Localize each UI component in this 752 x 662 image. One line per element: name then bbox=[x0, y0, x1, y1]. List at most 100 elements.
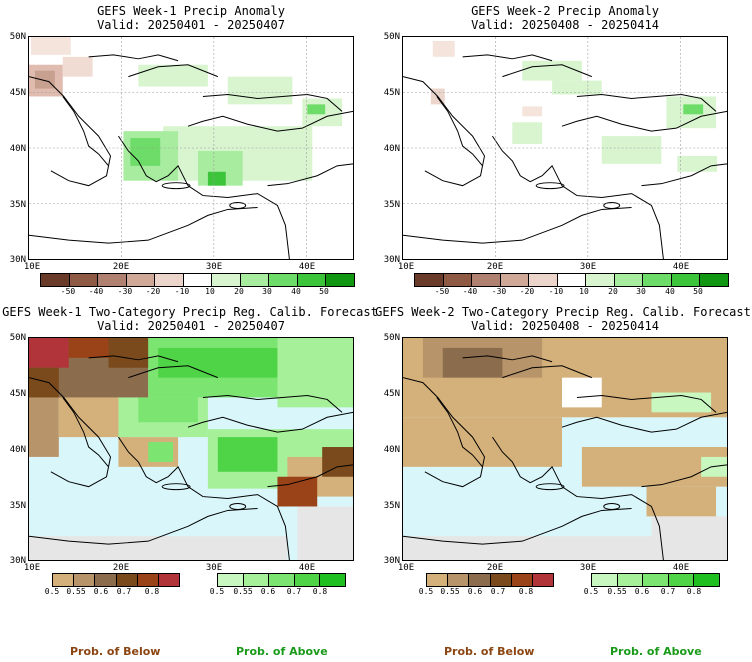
panel2-map bbox=[402, 36, 728, 260]
cbar-label: -30 bbox=[491, 287, 507, 296]
panel1-lon-30e: 30E bbox=[205, 262, 223, 272]
coastlines bbox=[29, 355, 353, 560]
colorbar-swatch bbox=[532, 574, 554, 586]
coastlines bbox=[403, 355, 727, 560]
panel1-lon-10e: 10E bbox=[23, 262, 41, 272]
panel4-lat-35n: 35N bbox=[383, 501, 400, 511]
panel3-lon-10e: 10E bbox=[23, 563, 41, 573]
cbar-label: 20 bbox=[234, 287, 244, 296]
cbar-label: -20 bbox=[145, 287, 161, 296]
panel4-lat-45n: 45N bbox=[383, 389, 400, 399]
cbar-label: 0.6 bbox=[634, 587, 650, 596]
colorbar-swatch bbox=[668, 574, 695, 586]
cbar-label: 0.6 bbox=[93, 587, 109, 596]
colorbar-swatch bbox=[472, 274, 501, 286]
cbar-label: 0.55 bbox=[440, 587, 460, 596]
cbar-label: 0.5 bbox=[209, 587, 225, 596]
cbar-label: 0.8 bbox=[312, 587, 328, 596]
colorbar-swatch bbox=[297, 274, 327, 286]
panel1-map bbox=[28, 36, 354, 260]
colorbar-swatch bbox=[269, 274, 298, 286]
cbar-label: -50 bbox=[60, 287, 76, 296]
panel4-lat-40n: 40N bbox=[383, 445, 400, 455]
colorbar-swatch bbox=[95, 574, 117, 586]
colorbar-swatch bbox=[448, 574, 470, 586]
colorbar-swatch bbox=[617, 574, 644, 586]
colorbar-swatch bbox=[243, 574, 270, 586]
panel2-lat-35n: 35N bbox=[383, 200, 400, 210]
colorbar-swatch bbox=[500, 274, 530, 286]
probability-shading bbox=[29, 338, 353, 560]
panel2-anomaly-colorbar bbox=[414, 273, 729, 287]
colorbar-swatch bbox=[98, 274, 127, 286]
grid-lines bbox=[29, 37, 353, 259]
panel1-lat-40n: 40N bbox=[9, 144, 26, 154]
panel3-map bbox=[28, 337, 354, 561]
colorbar-swatch bbox=[69, 274, 99, 286]
panel2-map-svg bbox=[403, 37, 727, 259]
cbar-label: 50 bbox=[319, 287, 329, 296]
panel4-subtitle: Valid: 20250408 - 20250414 bbox=[471, 319, 659, 333]
colorbar-swatch bbox=[671, 274, 701, 286]
cbar-label: 30 bbox=[636, 287, 646, 296]
panel3-title: GEFS Week-1 Two-Category Precip Reg. Cal… bbox=[2, 305, 378, 319]
colorbar-swatch bbox=[586, 274, 615, 286]
panel2-lon-20e: 20E bbox=[486, 262, 504, 272]
colorbar-swatch bbox=[74, 574, 96, 586]
colorbar-swatch bbox=[557, 274, 587, 286]
cbar-label: 0.7 bbox=[116, 587, 132, 596]
colorbar-swatch bbox=[643, 574, 669, 586]
cbar-label: 0.55 bbox=[66, 587, 86, 596]
panel1-map-svg bbox=[29, 37, 353, 259]
panel2-lon-40e: 40E bbox=[672, 262, 690, 272]
cbar-label: 40 bbox=[665, 287, 675, 296]
panel4-below-colorbar bbox=[426, 573, 554, 587]
cbar-label: 0.8 bbox=[686, 587, 702, 596]
panel1-title: GEFS Week-1 Precip Anomaly bbox=[97, 4, 285, 18]
colorbar-swatch bbox=[511, 574, 533, 586]
cbar-label: 0.55 bbox=[607, 587, 627, 596]
panel4-prob-above-label: Prob. of Above bbox=[610, 645, 702, 658]
panel2-title: GEFS Week-2 Precip Anomaly bbox=[471, 4, 659, 18]
panel1-anomaly-colorbar bbox=[40, 273, 355, 287]
panel4-lat-50n: 50N bbox=[383, 333, 400, 343]
cbar-label: 0.7 bbox=[660, 587, 676, 596]
cbar-label: 0.6 bbox=[467, 587, 483, 596]
cbar-label: 0.7 bbox=[286, 587, 302, 596]
colorbar-swatch bbox=[294, 574, 321, 586]
colorbar-swatch bbox=[137, 574, 159, 586]
colorbar-swatch bbox=[469, 574, 491, 586]
colorbar-swatch bbox=[529, 274, 558, 286]
panel2-subtitle: Valid: 20250408 - 20250414 bbox=[471, 18, 659, 32]
cbar-label: 30 bbox=[262, 287, 272, 296]
cbar-label: 0.5 bbox=[583, 587, 599, 596]
panel2-lat-45n: 45N bbox=[383, 88, 400, 98]
colorbar-swatch bbox=[41, 274, 70, 286]
colorbar-swatch bbox=[320, 574, 345, 586]
panel4-lat-30n: 30N bbox=[383, 556, 400, 566]
cbar-label: -20 bbox=[519, 287, 535, 296]
panel2-lon-10e: 10E bbox=[397, 262, 415, 272]
panel4-lon-20e: 20E bbox=[486, 563, 504, 573]
panel3-above-colorbar bbox=[217, 573, 346, 587]
panel4-lon-30e: 30E bbox=[579, 563, 597, 573]
cbar-label: -50 bbox=[434, 287, 450, 296]
panel1-lat-50n: 50N bbox=[9, 32, 26, 42]
cbar-label: -40 bbox=[88, 287, 104, 296]
panel2-lat-40n: 40N bbox=[383, 144, 400, 154]
panel3-lat-40n: 40N bbox=[9, 445, 26, 455]
panel4-prob-below-label: Prob. of Below bbox=[444, 645, 535, 658]
panel3-lat-50n: 50N bbox=[9, 333, 26, 343]
cbar-label: 0.55 bbox=[233, 587, 253, 596]
panel1-subtitle: Valid: 20250401 - 20250407 bbox=[97, 18, 285, 32]
panel1-lat-45n: 45N bbox=[9, 88, 26, 98]
panel1-lon-20e: 20E bbox=[112, 262, 130, 272]
colorbar-swatch bbox=[116, 574, 138, 586]
panel3-lon-20e: 20E bbox=[112, 563, 130, 573]
colorbar-swatch bbox=[592, 574, 618, 586]
cbar-label: -40 bbox=[462, 287, 478, 296]
colorbar-swatch bbox=[326, 274, 355, 286]
coastlines bbox=[29, 54, 353, 259]
cbar-label: 0.7 bbox=[490, 587, 506, 596]
panel3-subtitle: Valid: 20250401 - 20250407 bbox=[97, 319, 285, 333]
